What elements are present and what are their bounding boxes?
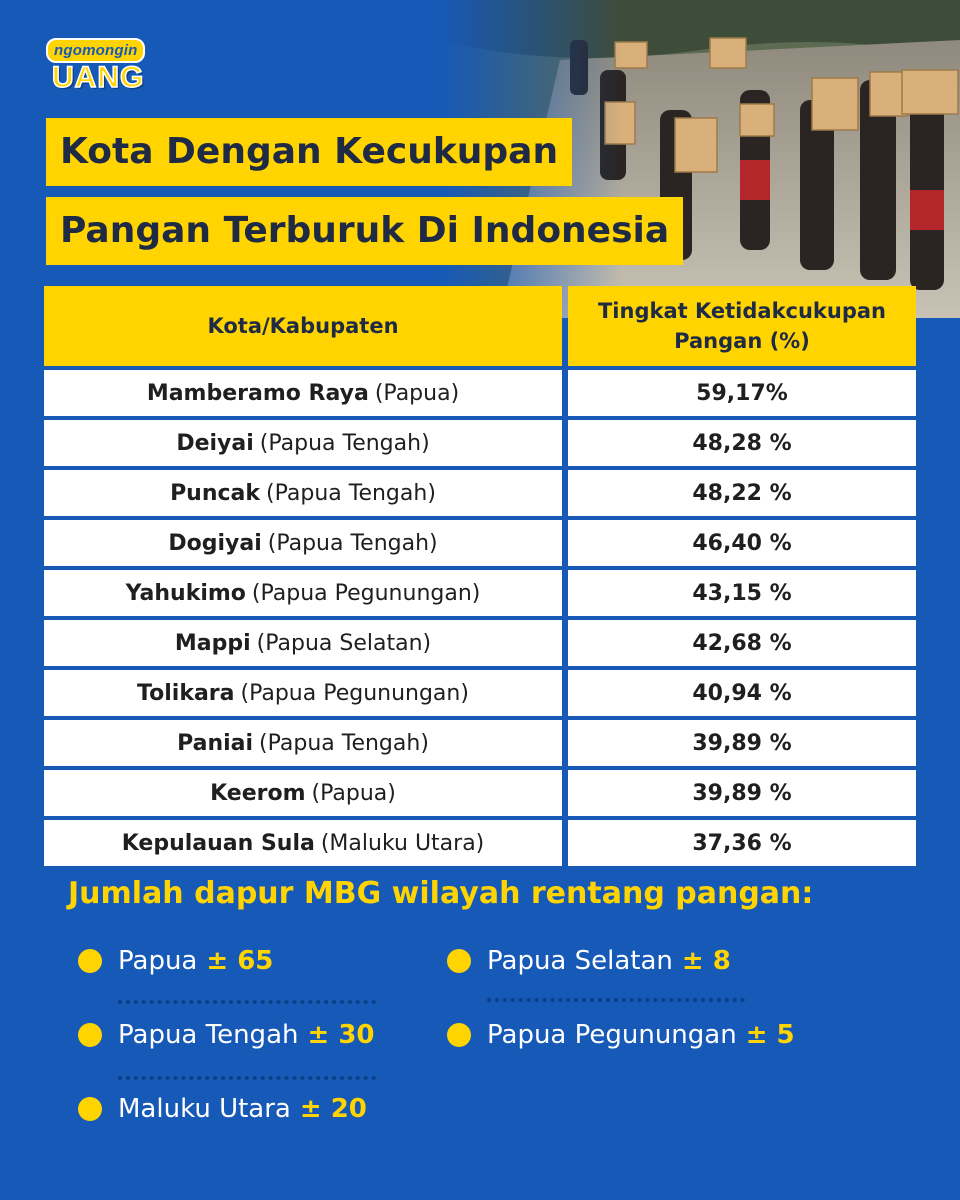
cell-rate: 46,40 % bbox=[568, 520, 916, 566]
mbg-item-label: Papua Selatan bbox=[487, 946, 673, 976]
table-row: Keerom (Papua) 39,89 % bbox=[44, 770, 916, 816]
city-name: Puncak bbox=[170, 480, 261, 506]
brand-logo-small-text: ngomongin bbox=[46, 38, 146, 63]
province-name: (Papua Tengah) bbox=[259, 430, 430, 456]
province-name: (Papua) bbox=[311, 780, 396, 806]
cell-city: Mappi (Papua Selatan) bbox=[44, 620, 562, 666]
city-name: Deiyai bbox=[176, 430, 254, 456]
page-title-line-1: Kota Dengan Kecukupan bbox=[46, 118, 573, 186]
table-row: Puncak (Papua Tengah) 48,22 % bbox=[44, 470, 916, 516]
page-title-line-2: Pangan Terburuk Di Indonesia bbox=[46, 197, 684, 265]
table-row: Kepulauan Sula (Maluku Utara) 37,36 % bbox=[44, 820, 916, 866]
table-row: Dogiyai (Papua Tengah) 46,40 % bbox=[44, 520, 916, 566]
bullet-dot bbox=[447, 1023, 471, 1047]
province-name: (Papua) bbox=[374, 380, 460, 406]
city-name: Yahukimo bbox=[125, 580, 246, 606]
table-row: Yahukimo (Papua Pegunungan) 43,15 % bbox=[44, 570, 916, 616]
column-header-city: Kota/Kabupaten bbox=[44, 286, 562, 366]
city-name: Keerom bbox=[210, 780, 306, 806]
city-name: Tolikara bbox=[137, 680, 235, 706]
province-name: (Papua Tengah) bbox=[259, 730, 429, 756]
cell-city: Tolikara (Papua Pegunungan) bbox=[44, 670, 562, 716]
cell-city: Mamberamo Raya (Papua) bbox=[44, 370, 562, 416]
cell-city: Paniai (Papua Tengah) bbox=[44, 720, 562, 766]
province-name: (Papua Tengah) bbox=[266, 480, 436, 506]
province-name: (Papua Pegunungan) bbox=[240, 680, 469, 706]
bullet-dot bbox=[78, 1097, 102, 1121]
dotted-divider bbox=[118, 1076, 376, 1080]
column-header-rate: Tingkat Ketidakcukupan Pangan (%) bbox=[568, 286, 916, 366]
city-name: Kepulauan Sula bbox=[121, 830, 315, 856]
province-name: (Papua Selatan) bbox=[256, 630, 432, 656]
brand-logo: ngomongin UANG bbox=[46, 38, 146, 95]
city-name: Dogiyai bbox=[168, 530, 262, 556]
mbg-item-value: ± 5 bbox=[745, 1020, 795, 1050]
province-name: (Papua Pegunungan) bbox=[251, 580, 481, 606]
mbg-item-papua-pegunungan: Papua Pegunungan ± 5 bbox=[447, 1020, 795, 1050]
cell-rate: 59,17% bbox=[568, 370, 916, 416]
cell-rate: 39,89 % bbox=[568, 720, 916, 766]
mbg-item-label: Papua Tengah bbox=[118, 1020, 299, 1050]
table-header-row: Kota/Kabupaten Tingkat Ketidakcukupan Pa… bbox=[44, 286, 916, 366]
city-name: Mappi bbox=[174, 630, 251, 656]
mbg-item-maluku-utara: Maluku Utara ± 20 bbox=[78, 1094, 367, 1124]
mbg-item-label: Papua Pegunungan bbox=[487, 1020, 737, 1050]
cell-rate: 43,15 % bbox=[568, 570, 916, 616]
dotted-divider bbox=[487, 998, 745, 1002]
province-name: (Maluku Utara) bbox=[320, 830, 485, 856]
mbg-heading: Jumlah dapur MBG wilayah rentang pangan: bbox=[68, 876, 814, 911]
mbg-item-value: ± 8 bbox=[681, 946, 731, 976]
cell-rate: 48,28 % bbox=[568, 420, 916, 466]
cell-city: Keerom (Papua) bbox=[44, 770, 562, 816]
cell-rate: 39,89 % bbox=[568, 770, 916, 816]
food-insufficiency-table: Kota/Kabupaten Tingkat Ketidakcukupan Pa… bbox=[44, 286, 916, 870]
mbg-item-papua-tengah: Papua Tengah ± 30 bbox=[78, 1020, 375, 1050]
table-row: Mappi (Papua Selatan) 42,68 % bbox=[44, 620, 916, 666]
cell-city: Dogiyai (Papua Tengah) bbox=[44, 520, 562, 566]
table-row: Deiyai (Papua Tengah) 48,28 % bbox=[44, 420, 916, 466]
cell-city: Deiyai (Papua Tengah) bbox=[44, 420, 562, 466]
table-row: Tolikara (Papua Pegunungan) 40,94 % bbox=[44, 670, 916, 716]
cell-rate: 48,22 % bbox=[568, 470, 916, 516]
mbg-item-label: Papua bbox=[118, 946, 198, 976]
city-name: Paniai bbox=[177, 730, 254, 756]
cell-city: Kepulauan Sula (Maluku Utara) bbox=[44, 820, 562, 866]
mbg-item-value: ± 30 bbox=[307, 1020, 375, 1050]
mbg-item-value: ± 65 bbox=[206, 946, 274, 976]
bullet-dot bbox=[78, 1023, 102, 1047]
city-name: Mamberamo Raya bbox=[146, 380, 369, 406]
bullet-dot bbox=[447, 949, 471, 973]
mbg-item-value: ± 20 bbox=[299, 1094, 367, 1124]
province-name: (Papua Tengah) bbox=[267, 530, 438, 556]
cell-city: Puncak (Papua Tengah) bbox=[44, 470, 562, 516]
bullet-dot bbox=[78, 949, 102, 973]
table-row: Mamberamo Raya (Papua) 59,17% bbox=[44, 370, 916, 416]
mbg-item-label: Maluku Utara bbox=[118, 1094, 291, 1124]
table-row: Paniai (Papua Tengah) 39,89 % bbox=[44, 720, 916, 766]
cell-city: Yahukimo (Papua Pegunungan) bbox=[44, 570, 562, 616]
mbg-item-papua-selatan: Papua Selatan ± 8 bbox=[447, 946, 731, 976]
brand-logo-big-text: UANG bbox=[51, 60, 145, 95]
cell-rate: 42,68 % bbox=[568, 620, 916, 666]
mbg-item-papua: Papua ± 65 bbox=[78, 946, 273, 976]
cell-rate: 40,94 % bbox=[568, 670, 916, 716]
dotted-divider bbox=[118, 1000, 376, 1004]
cell-rate: 37,36 % bbox=[568, 820, 916, 866]
